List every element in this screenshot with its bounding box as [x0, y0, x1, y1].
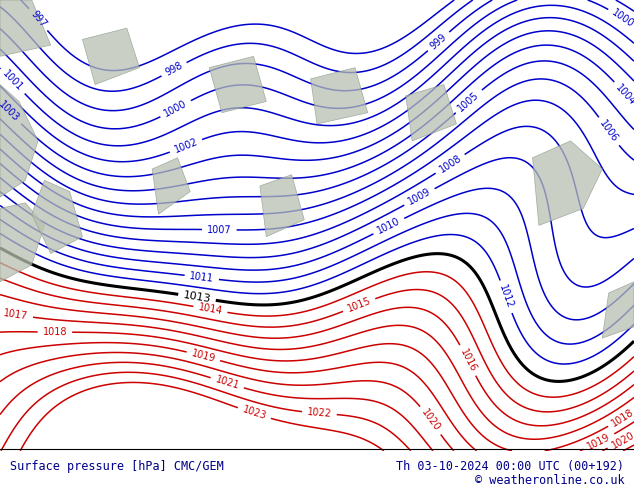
- Text: 1007: 1007: [207, 224, 231, 235]
- Text: 1000: 1000: [162, 98, 189, 119]
- Polygon shape: [32, 180, 82, 254]
- Text: 1019: 1019: [190, 348, 216, 364]
- Polygon shape: [209, 56, 266, 113]
- Text: 1008: 1008: [437, 153, 463, 175]
- Polygon shape: [0, 0, 51, 56]
- Text: 1014: 1014: [197, 302, 223, 317]
- Text: 1022: 1022: [307, 407, 332, 419]
- Text: 1000: 1000: [610, 8, 634, 30]
- Text: 997: 997: [29, 9, 48, 30]
- Polygon shape: [260, 174, 304, 237]
- Text: 1019: 1019: [586, 432, 612, 452]
- Text: 1004: 1004: [614, 82, 634, 107]
- Text: 1018: 1018: [610, 407, 634, 428]
- Text: 1011: 1011: [189, 271, 214, 284]
- Polygon shape: [602, 282, 634, 338]
- Text: 998: 998: [164, 60, 184, 78]
- Text: 1023: 1023: [241, 405, 268, 422]
- Text: 1015: 1015: [346, 296, 372, 314]
- Text: 1012: 1012: [497, 284, 515, 310]
- Text: 999: 999: [429, 31, 449, 51]
- Text: 1006: 1006: [598, 119, 620, 144]
- Text: 1013: 1013: [183, 290, 212, 304]
- Text: 1010: 1010: [375, 216, 402, 236]
- Text: 1018: 1018: [42, 327, 67, 337]
- Text: 1017: 1017: [3, 308, 29, 321]
- Text: 1003: 1003: [0, 99, 21, 124]
- Polygon shape: [406, 85, 456, 141]
- Text: © weatheronline.co.uk: © weatheronline.co.uk: [475, 474, 624, 487]
- Text: 1020: 1020: [610, 430, 634, 450]
- Text: 1001: 1001: [1, 69, 25, 94]
- Text: 1002: 1002: [172, 137, 199, 155]
- Text: 1020: 1020: [419, 408, 442, 433]
- Text: 1021: 1021: [214, 374, 240, 392]
- Polygon shape: [0, 203, 44, 282]
- Polygon shape: [0, 85, 38, 197]
- Text: Surface pressure [hPa] CMC/GEM: Surface pressure [hPa] CMC/GEM: [10, 460, 223, 473]
- Text: Th 03-10-2024 00:00 UTC (00+192): Th 03-10-2024 00:00 UTC (00+192): [396, 460, 624, 473]
- Polygon shape: [311, 68, 368, 124]
- Text: 1005: 1005: [456, 90, 481, 113]
- Polygon shape: [152, 158, 190, 214]
- Text: 1009: 1009: [406, 187, 432, 207]
- Polygon shape: [82, 28, 139, 85]
- Polygon shape: [533, 141, 602, 225]
- Text: 1016: 1016: [458, 347, 478, 373]
